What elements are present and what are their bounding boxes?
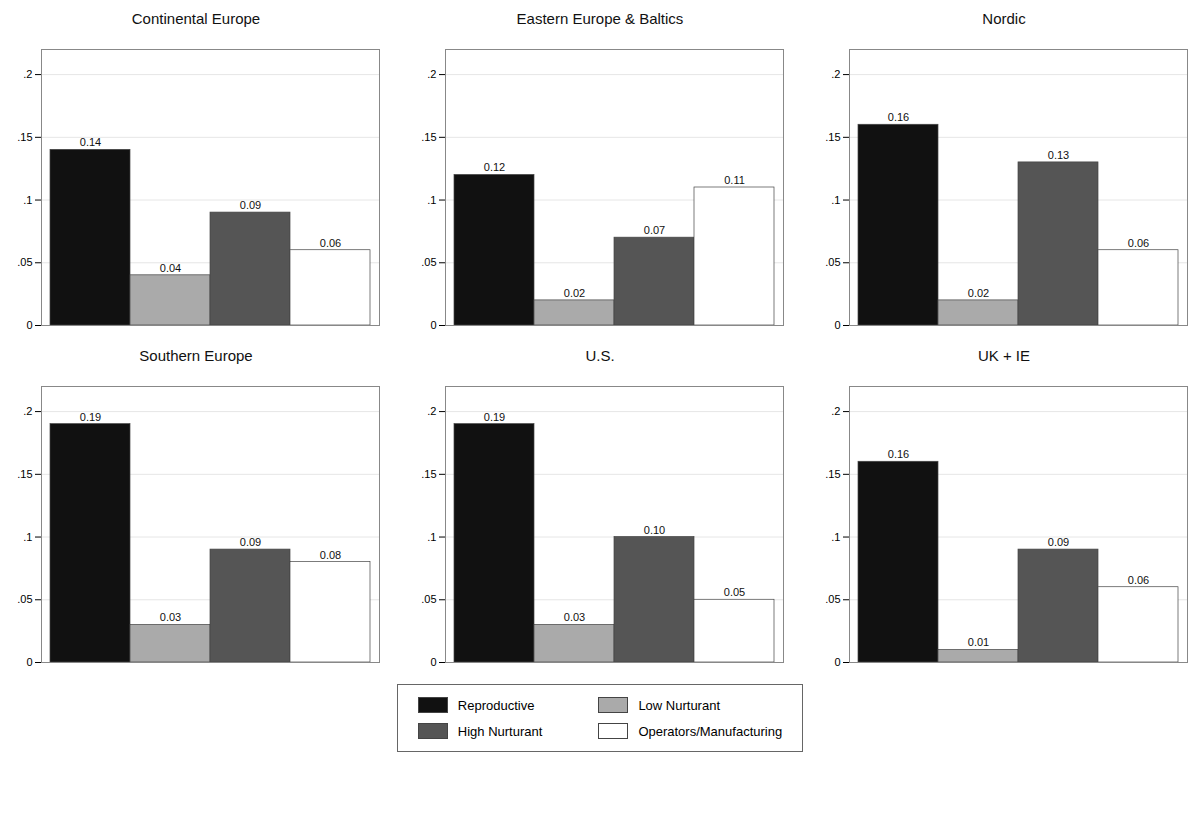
svg-text:0.09: 0.09	[240, 536, 261, 548]
svg-text:0.13: 0.13	[1048, 149, 1069, 161]
svg-text:.2: .2	[23, 405, 32, 417]
html-text:Continental Europe: Continental Europe	[131, 10, 261, 27]
svg-text:0.06: 0.06	[1128, 237, 1149, 249]
svg-text:0: 0	[26, 319, 32, 331]
svg-text:0.08: 0.08	[320, 549, 341, 561]
svg-text:.1: .1	[23, 194, 32, 206]
svg-text:.15: .15	[17, 131, 32, 143]
svg-text:.05: .05	[825, 256, 840, 268]
svg-text:0.07: 0.07	[644, 224, 665, 236]
svg-text:0: 0	[430, 319, 436, 331]
svg-text:0.03: 0.03	[160, 611, 181, 623]
svg-text:.1: .1	[23, 531, 32, 543]
html-text:UK + IE: UK + IE	[977, 347, 1030, 364]
svg-text:.05: .05	[17, 256, 32, 268]
svg-text:0.10: 0.10	[644, 524, 665, 536]
svg-text:.1: .1	[427, 194, 436, 206]
svg-text:0.19: 0.19	[80, 411, 101, 423]
html-text:U.S.: U.S.	[585, 347, 615, 364]
svg-text:.05: .05	[17, 593, 32, 605]
html-text:Low Nurturant: Low Nurturant	[638, 697, 720, 713]
svg-text:.15: .15	[421, 131, 436, 143]
svg-text:0.09: 0.09	[240, 199, 261, 211]
html-text:Nordic: Nordic	[982, 10, 1026, 27]
svg-text:.1: .1	[831, 194, 840, 206]
svg-text:0.16: 0.16	[888, 111, 909, 123]
svg-text:0.19: 0.19	[484, 411, 505, 423]
svg-text:0.05: 0.05	[724, 586, 745, 598]
svg-text:0: 0	[834, 319, 840, 331]
svg-text:.2: .2	[831, 405, 840, 417]
svg-text:0.12: 0.12	[484, 161, 505, 173]
svg-text:.05: .05	[421, 256, 436, 268]
html-text:Reproductive: Reproductive	[457, 697, 535, 713]
svg-text:0: 0	[26, 656, 32, 668]
svg-text:0.14: 0.14	[80, 136, 101, 148]
svg-text:0.06: 0.06	[320, 237, 341, 249]
svg-text:0.02: 0.02	[968, 287, 989, 299]
svg-text:.15: .15	[825, 131, 840, 143]
svg-text:0.06: 0.06	[1128, 574, 1149, 586]
svg-text:.15: .15	[421, 468, 436, 480]
svg-text:.1: .1	[831, 531, 840, 543]
html-text:Southern Europe: Southern Europe	[139, 347, 253, 364]
svg-text:.15: .15	[825, 468, 840, 480]
svg-text:.05: .05	[825, 593, 840, 605]
svg-text:.2: .2	[23, 68, 32, 80]
svg-text:0: 0	[834, 656, 840, 668]
svg-text:0.01: 0.01	[968, 636, 989, 648]
svg-text:0.04: 0.04	[160, 262, 181, 274]
svg-text:.05: .05	[421, 593, 436, 605]
html-text:High Nurturant: High Nurturant	[457, 723, 543, 739]
svg-text:.2: .2	[427, 405, 436, 417]
svg-text:0.09: 0.09	[1048, 536, 1069, 548]
svg-text:.15: .15	[17, 468, 32, 480]
svg-text:0.02: 0.02	[564, 287, 585, 299]
svg-text:0.03: 0.03	[564, 611, 585, 623]
svg-text:.2: .2	[427, 68, 436, 80]
svg-text:.2: .2	[831, 68, 840, 80]
svg-text:0.16: 0.16	[888, 448, 909, 460]
svg-text:0.11: 0.11	[724, 174, 745, 186]
svg-text:.1: .1	[427, 531, 436, 543]
svg-text:0: 0	[430, 656, 436, 668]
html-text:Operators/Manufacturing: Operators/Manufacturing	[638, 723, 783, 739]
html-text:Eastern Europe & Baltics: Eastern Europe & Baltics	[516, 10, 684, 27]
